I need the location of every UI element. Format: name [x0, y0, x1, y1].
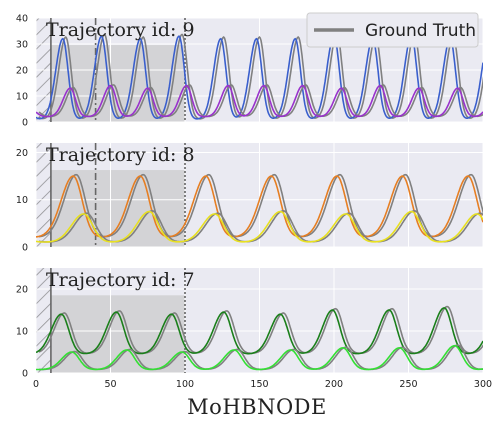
y-tick-label: 0	[22, 118, 28, 129]
series-lines	[36, 173, 483, 243]
ground-truth-line-prey	[38, 173, 483, 238]
y-tick-label: 20	[16, 285, 28, 296]
y-tick-label: 20	[16, 148, 28, 159]
y-tick-label: 0	[22, 243, 28, 254]
x-tick-label: 100	[176, 379, 194, 390]
series-line-predator	[36, 210, 483, 243]
y-tick-label: 0	[22, 369, 28, 380]
figure-xlabel: MoHBNODE	[187, 395, 327, 419]
series-line-predator	[36, 84, 483, 118]
y-tick-label: 30	[16, 40, 28, 51]
panel-title: Trajectory id: 8	[46, 144, 195, 166]
y-tick-label: 10	[16, 92, 28, 103]
panel-2: 0 10 20 Trajectory id: 8	[16, 143, 484, 254]
hatched-region	[36, 268, 51, 373]
y-tick-label: 10	[16, 195, 28, 206]
panel-title: Trajectory id: 7	[46, 269, 195, 291]
hatched-region	[36, 143, 51, 247]
x-tick-label: 50	[104, 379, 116, 390]
x-tick-label: 200	[325, 379, 343, 390]
shaded-region	[50, 45, 186, 122]
x-tick-label: 250	[399, 379, 417, 390]
series-line-predator	[36, 344, 483, 371]
series-line-prey	[36, 175, 483, 238]
ground-truth-line-predator	[38, 84, 483, 118]
y-tick-label: 20	[16, 66, 28, 77]
y-tick-label: 40	[16, 14, 28, 25]
y-tick-label: 10	[16, 327, 28, 338]
x-tick-label: 0	[33, 379, 39, 390]
legend-box	[306, 12, 479, 48]
x-tick-label: 300	[474, 379, 492, 390]
panel-title: Trajectory id: 9	[46, 19, 195, 41]
ground-truth-line-prey	[38, 305, 483, 355]
legend: Ground Truth	[306, 12, 479, 48]
legend-label: Ground Truth	[365, 21, 476, 41]
series-lines	[36, 305, 483, 371]
shaded-region	[50, 295, 186, 373]
x-tick-label: 150	[250, 379, 268, 390]
